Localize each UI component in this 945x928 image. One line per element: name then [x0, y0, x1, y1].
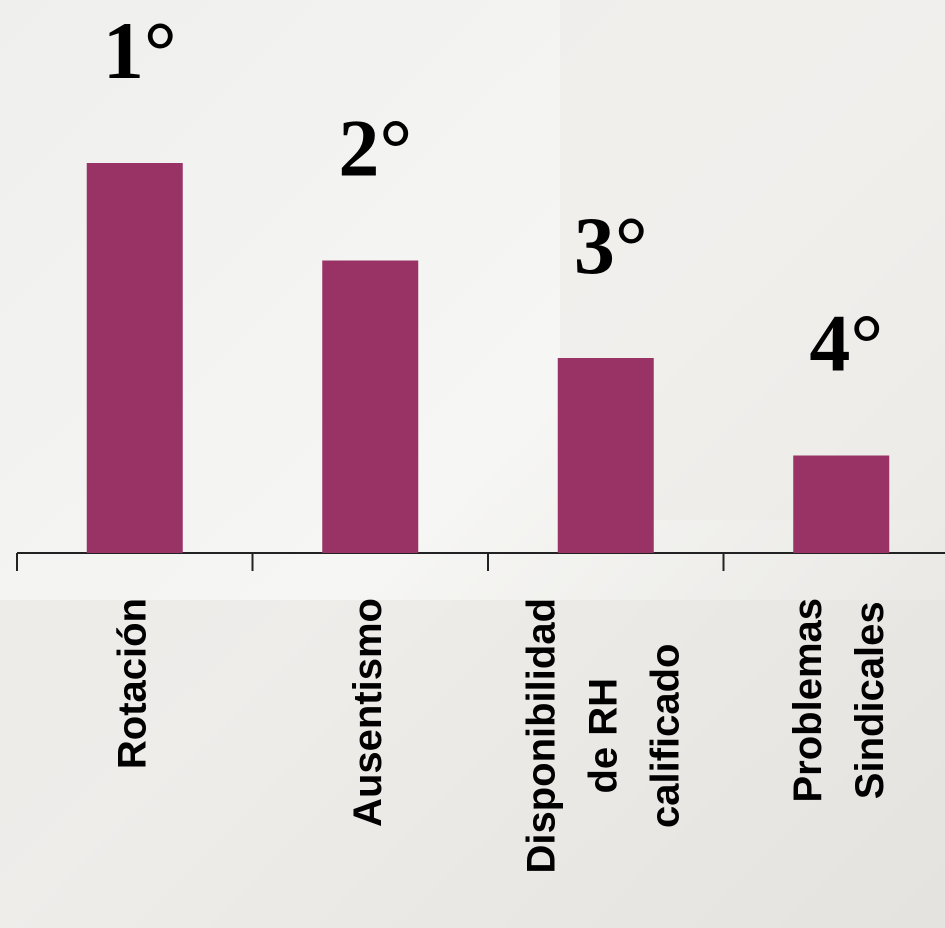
background-photo [0, 600, 945, 928]
bar [793, 455, 890, 553]
bar [322, 260, 419, 553]
rank-label: 3° [574, 200, 648, 291]
rank-label: 4° [809, 298, 883, 389]
x-tick-label: Disponibilidad [519, 598, 563, 874]
x-tick-label: Ausentismo [346, 598, 390, 827]
bar [557, 358, 654, 553]
x-tick-label: de RH [581, 678, 625, 794]
x-tick-label: Sindicales [848, 601, 892, 799]
x-tick-label: calificado [643, 644, 687, 829]
rank-label: 2° [338, 103, 412, 194]
x-tick-label: Problemas [786, 598, 830, 803]
bar [86, 163, 183, 553]
x-tick-label: Rotación [110, 598, 154, 769]
rank-label: 1° [103, 5, 177, 96]
